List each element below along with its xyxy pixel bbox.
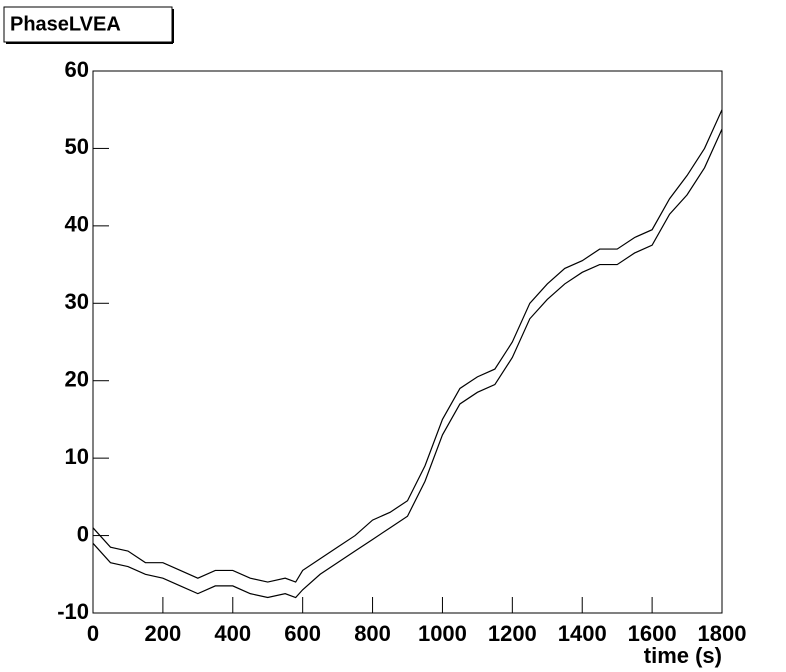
y-tick-label: 10 xyxy=(65,444,89,469)
chart-title: PhaseLVEA xyxy=(10,13,121,35)
x-tick-label: 0 xyxy=(87,621,99,646)
y-tick-label: 60 xyxy=(65,57,89,82)
x-tick-label: 400 xyxy=(214,621,251,646)
y-tick-label: 40 xyxy=(65,212,89,237)
y-tick-label: 50 xyxy=(65,134,89,159)
title-box xyxy=(3,6,173,43)
y-tick-label: 20 xyxy=(65,367,89,392)
x-tick-label: 200 xyxy=(145,621,182,646)
x-axis-label: time (s) xyxy=(644,643,722,668)
x-tick-label: 1800 xyxy=(698,621,747,646)
plot-frame xyxy=(92,70,723,614)
x-tick-label: 1000 xyxy=(418,621,467,646)
data-line xyxy=(92,128,723,599)
x-tick-label: 1600 xyxy=(628,621,677,646)
x-tick-label: 1200 xyxy=(488,621,537,646)
x-tick-label: 800 xyxy=(354,621,391,646)
x-tick-label: 1400 xyxy=(558,621,607,646)
y-tick-label: 30 xyxy=(65,289,89,314)
x-tick-label: 600 xyxy=(284,621,321,646)
data-line xyxy=(92,109,723,583)
y-tick-label: 0 xyxy=(77,521,89,546)
y-tick-label: -10 xyxy=(57,599,89,624)
